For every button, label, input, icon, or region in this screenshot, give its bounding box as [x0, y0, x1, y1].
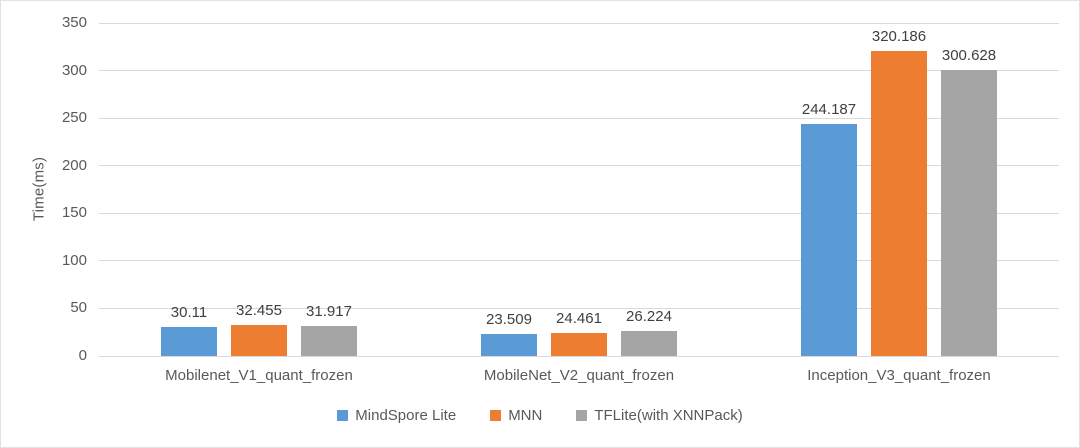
legend-swatch-mnn — [490, 410, 502, 421]
legend-item-mindspore-lite: MindSpore Lite — [337, 407, 456, 424]
bar-mnn-inception-v3-quant-frozen — [871, 51, 927, 356]
gridline-y-150 — [99, 212, 1059, 214]
bar-mnn-mobilenet-v1-quant-frozen — [231, 325, 287, 356]
data-label-mindspore-lite-mobilenet-v2-quant-frozen: 23.509 — [486, 310, 532, 328]
bar-tflite-with-xnnpack-mobilenet-v1-quant-frozen — [301, 325, 357, 356]
gridline-y-0 — [99, 355, 1059, 357]
bar-mindspore-lite-mobilenet-v2-quant-frozen — [481, 333, 537, 356]
plot-area: 30.11 32.455 31.917 23.509 24.461 26.224 244.1… — [99, 22, 1059, 357]
data-label-mindspore-lite-inception-v3-quant-frozen: 244.187 — [801, 100, 857, 118]
legend-label-mindspore-lite: MindSpore Lite — [355, 407, 457, 424]
y-tick-label-0: 0 — [78, 347, 87, 364]
gridline-y-200 — [99, 165, 1059, 167]
data-label-mnn-inception-v3-quant-frozen: 320.186 — [871, 28, 927, 46]
legend: MindSpore Lite MNN TFLite(with XNNPack) — [1, 407, 1079, 424]
data-label-tflite-with-xnnpack-mobilenet-v1-quant-frozen: 31.917 — [306, 302, 352, 320]
data-label-mindspore-lite-mobilenet-v1-quant-frozen: 30.11 — [170, 304, 208, 322]
gridline-y-350 — [99, 22, 1059, 24]
legend-swatch-tflite-with-xnnpack — [576, 410, 588, 421]
legend-label-tflite-with-xnnpack: TFLite(with XNNPack) — [594, 407, 743, 424]
category-label-mobilenet-v1-quant-frozen: Mobilenet_V1_quant_frozen — [165, 367, 353, 384]
gridline-y-250 — [99, 117, 1059, 119]
bar-mindspore-lite-inception-v3-quant-frozen — [801, 123, 857, 356]
legend-item-tflite-with-xnnpack: TFLite(with XNNPack) — [576, 407, 743, 424]
y-tick-label-100: 100 — [61, 251, 87, 269]
gridline-y-100 — [99, 260, 1059, 262]
data-label-tflite-with-xnnpack-inception-v3-quant-frozen: 300.628 — [941, 46, 997, 64]
bar-tflite-with-xnnpack-inception-v3-quant-frozen — [941, 69, 997, 356]
legend-label-mnn: MNN — [508, 407, 543, 424]
legend-item-mnn: MNN — [490, 407, 542, 424]
bar-mnn-mobilenet-v2-quant-frozen — [551, 332, 607, 356]
y-tick-label-50: 50 — [70, 299, 87, 317]
category-label-inception-v3-quant-frozen: Inception_V3_quant_frozen — [807, 367, 991, 384]
bar-mindspore-lite-mobilenet-v1-quant-frozen — [161, 327, 217, 356]
gridline-y-50 — [99, 307, 1059, 309]
y-tick-label-350: 350 — [61, 14, 87, 31]
data-label-tflite-with-xnnpack-mobilenet-v2-quant-frozen: 26.224 — [626, 308, 672, 326]
data-label-mnn-mobilenet-v2-quant-frozen: 24.461 — [556, 309, 602, 327]
data-label-mnn-mobilenet-v1-quant-frozen: 32.455 — [236, 302, 282, 320]
y-tick-label-200: 200 — [61, 156, 87, 174]
y-tick-label-300: 300 — [61, 61, 87, 79]
category-label-mobilenet-v2-quant-frozen: MobileNet_V2_quant_frozen — [483, 367, 675, 384]
gridline-y-300 — [99, 70, 1059, 72]
bar-tflite-with-xnnpack-mobilenet-v2-quant-frozen — [621, 331, 677, 356]
legend-swatch-mindspore-lite — [337, 410, 349, 421]
y-tick-label-250: 250 — [61, 109, 87, 127]
y-tick-label-150: 150 — [61, 204, 87, 222]
